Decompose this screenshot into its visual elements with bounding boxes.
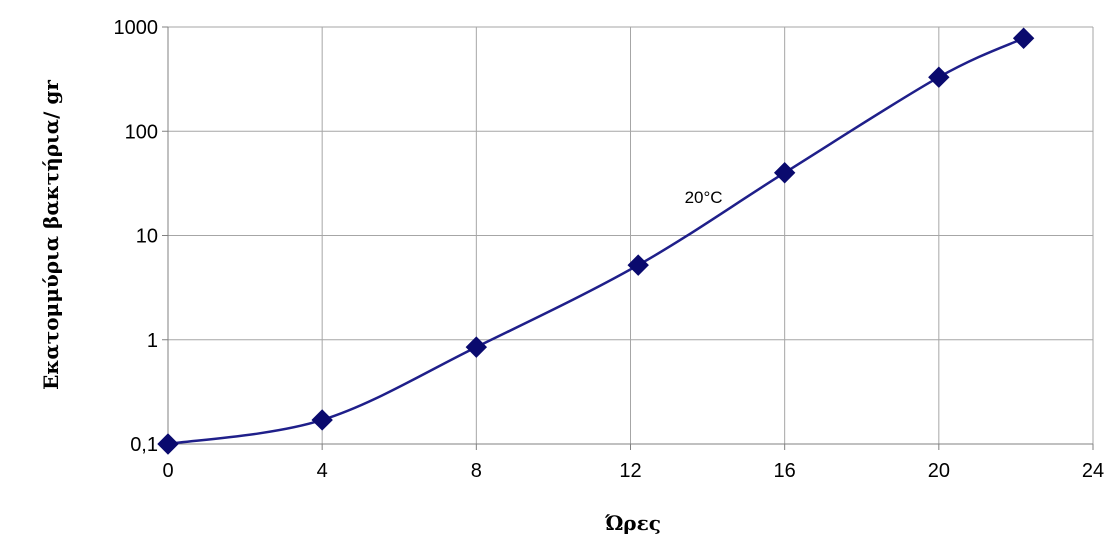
- x-tick-label: 8: [471, 460, 482, 482]
- annotation-label: 20°C: [685, 188, 723, 207]
- data-point-marker: [627, 254, 649, 276]
- x-tick-label: 0: [162, 460, 173, 482]
- data-point-marker: [773, 162, 796, 184]
- x-axis-title: Ώρες: [604, 511, 661, 535]
- x-tick-label: 16: [774, 460, 796, 482]
- grid: [168, 26, 1094, 444]
- y-tick-label: 0,1: [130, 434, 158, 456]
- data-point-marker: [311, 409, 333, 431]
- x-tick-labels: 0 4 8 12 16 20 24: [162, 460, 1104, 482]
- y-tick-labels: 0,1 1 10 100 1000: [114, 17, 159, 456]
- y-tick-label: 100: [125, 121, 158, 143]
- y-tick-label: 10: [136, 226, 158, 248]
- series-line: [167, 37, 1025, 446]
- axes: [162, 26, 1094, 450]
- data-point-marker: [465, 336, 488, 358]
- x-tick-label: 12: [619, 460, 641, 482]
- x-tick-label: 20: [928, 460, 950, 482]
- data-point-marker: [157, 433, 179, 455]
- data-point-marker: [1012, 27, 1035, 49]
- data-point-marker: [928, 66, 950, 88]
- y-axis-title: Εκατομμύρια βακτήρια/ gr: [39, 80, 63, 390]
- series-group: [157, 27, 1035, 455]
- x-tick-label: 4: [317, 460, 328, 482]
- annotations: 20°C: [685, 188, 723, 207]
- x-tick-label: 24: [1082, 460, 1104, 482]
- y-tick-label: 1000: [114, 17, 159, 39]
- y-tick-label: 1: [147, 330, 158, 352]
